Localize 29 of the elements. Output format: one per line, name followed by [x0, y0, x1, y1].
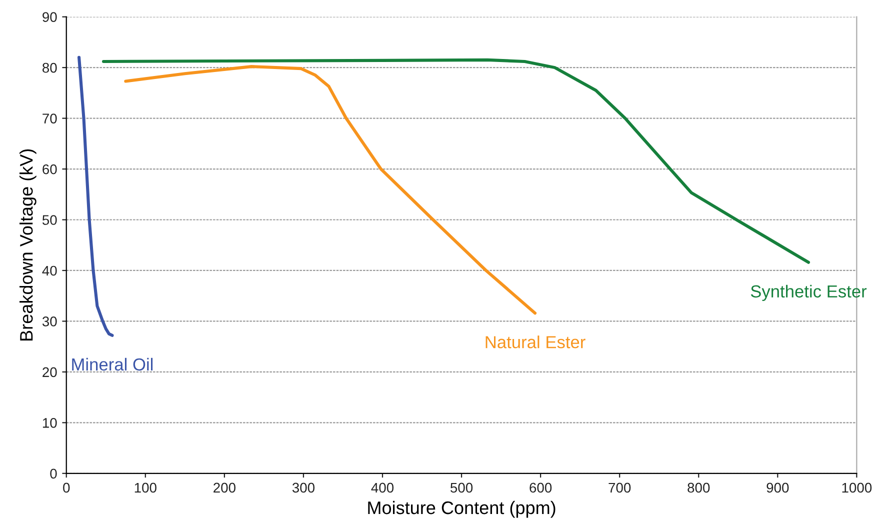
x-tick-label: 800 [688, 482, 710, 493]
x-axis-title: Moisture Content (ppm) [368, 500, 556, 518]
y-tick-label: 60 [42, 164, 57, 174]
series-label: Mineral Oil [72, 358, 153, 371]
y-tick-label: 70 [42, 114, 57, 124]
x-tick-label: 100 [134, 482, 156, 493]
y-axis-title: Breakdown Voltage (kV) [20, 149, 36, 340]
y-tick-label: 40 [42, 266, 57, 276]
x-tick-label: 400 [371, 482, 394, 493]
line-series [77, 56, 114, 337]
y-tick-label: 0 [50, 468, 57, 479]
x-tick-label: 0 [63, 482, 70, 493]
y-tick-label: 90 [42, 12, 57, 22]
line-series [124, 65, 537, 315]
x-tick-label: 700 [608, 482, 631, 493]
y-tick-label: 10 [42, 418, 57, 428]
x-tick-label: 300 [292, 482, 315, 493]
x-tick-label: 600 [530, 482, 552, 493]
series-label: Natural Ester [486, 336, 586, 348]
y-tick-label: 50 [42, 215, 57, 225]
line-series [102, 58, 810, 264]
x-tick-label: 200 [214, 482, 236, 493]
x-tick-label: 900 [766, 482, 789, 493]
x-tick-label: 500 [450, 482, 473, 493]
x-tick-label: 1000 [842, 482, 872, 493]
y-tick-label: 30 [42, 316, 57, 326]
series-label: Synthetic Ester [750, 284, 867, 302]
y-tick-label: 20 [42, 367, 57, 378]
y-tick-label: 80 [42, 62, 57, 73]
